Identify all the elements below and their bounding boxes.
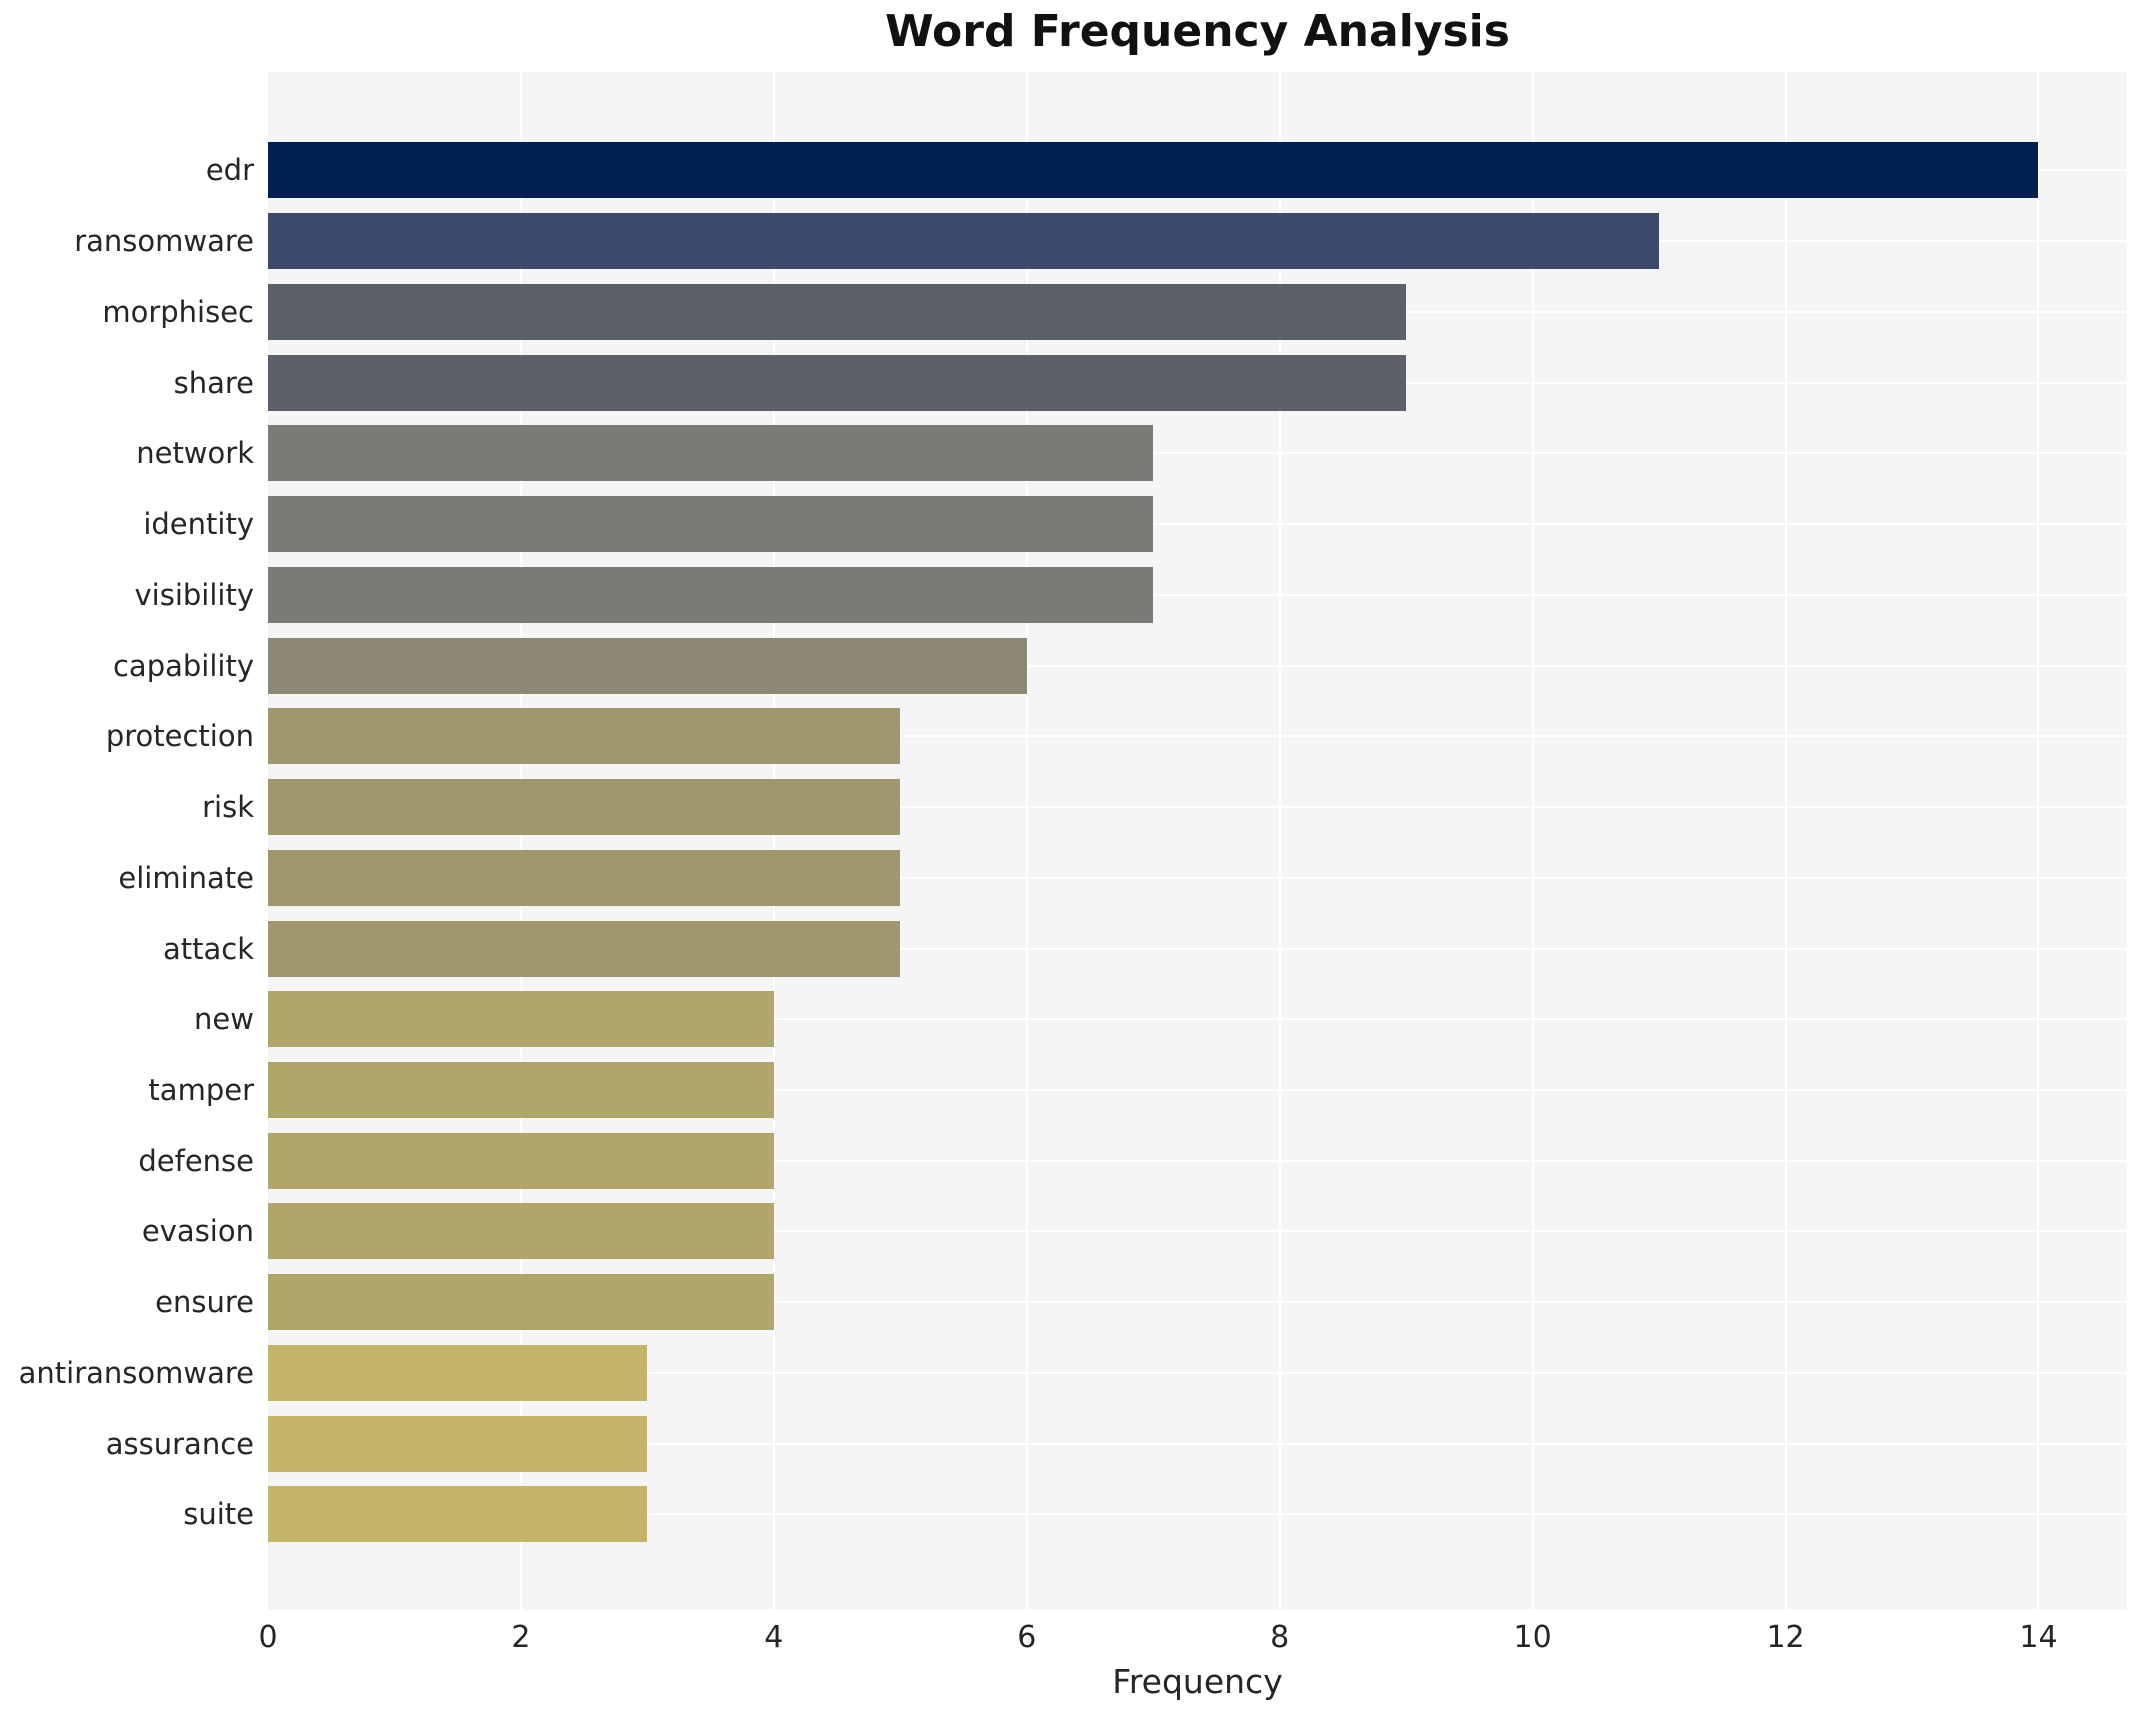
y-gridline: [268, 1230, 2127, 1233]
y-label-visibility: visibility: [134, 577, 255, 612]
x-gridline-2: [519, 72, 522, 1610]
bar-evasion: [268, 1203, 774, 1260]
bar-ensure: [268, 1274, 774, 1331]
bar-edr: [268, 142, 2039, 199]
x-tick-14: 14: [2019, 1620, 2058, 1655]
x-tick-0: 0: [258, 1620, 278, 1655]
y-gridline: [268, 664, 2127, 667]
y-gridline: [268, 806, 2127, 809]
y-label-ensure: ensure: [155, 1285, 254, 1320]
y-label-evasion: evasion: [141, 1214, 254, 1249]
bar-tamper: [268, 1061, 774, 1118]
y-gridline: [268, 1159, 2127, 1162]
bar-assurance: [268, 1415, 648, 1472]
x-tick-12: 12: [1766, 1620, 1805, 1655]
x-tick-6: 6: [1017, 1620, 1037, 1655]
y-label-defense: defense: [138, 1143, 254, 1178]
y-label-risk: risk: [202, 790, 254, 825]
x-gridline-12: [1784, 72, 1787, 1610]
bar-antiransomware: [268, 1344, 648, 1401]
y-gridline: [268, 1301, 2127, 1304]
bar-eliminate: [268, 849, 901, 906]
x-gridline-14: [2037, 72, 2040, 1610]
y-gridline: [268, 593, 2127, 596]
x-gridline-10: [1531, 72, 1534, 1610]
y-gridline: [268, 1088, 2127, 1091]
bar-protection: [268, 708, 901, 765]
bar-attack: [268, 920, 901, 977]
y-label-protection: protection: [105, 719, 254, 754]
x-tick-10: 10: [1513, 1620, 1552, 1655]
bar-new: [268, 991, 774, 1048]
y-label-antiransomware: antiransomware: [18, 1355, 254, 1390]
x-axis-label: Frequency: [1112, 1662, 1283, 1701]
bar-capability: [268, 637, 1027, 694]
y-gridline: [268, 523, 2127, 526]
bar-ransomware: [268, 213, 1660, 270]
y-gridline: [268, 452, 2127, 455]
y-label-assurance: assurance: [105, 1426, 254, 1461]
x-gridline-4: [772, 72, 775, 1610]
y-gridline: [268, 1371, 2127, 1374]
y-label-identity: identity: [143, 507, 254, 542]
bar-defense: [268, 1132, 774, 1189]
chart-title: Word Frequency Analysis: [885, 6, 1510, 57]
x-gridline-8: [1278, 72, 1281, 1610]
x-tick-2: 2: [511, 1620, 531, 1655]
x-tick-4: 4: [764, 1620, 784, 1655]
y-label-edr: edr: [205, 153, 254, 188]
plot-area: [268, 72, 2127, 1610]
y-gridline: [268, 1018, 2127, 1021]
y-label-tamper: tamper: [148, 1072, 254, 1107]
bar-morphisec: [268, 283, 1407, 340]
y-label-new: new: [194, 1002, 254, 1037]
bar-identity: [268, 496, 1154, 553]
bar-suite: [268, 1486, 648, 1543]
y-label-network: network: [136, 436, 254, 471]
y-label-suite: suite: [183, 1497, 254, 1532]
y-label-attack: attack: [162, 931, 254, 966]
bar-visibility: [268, 566, 1154, 623]
y-gridline: [268, 1442, 2127, 1445]
bar-risk: [268, 779, 901, 836]
bar-network: [268, 425, 1154, 482]
x-gridline-6: [1025, 72, 1028, 1610]
y-label-eliminate: eliminate: [118, 860, 254, 895]
y-label-capability: capability: [112, 648, 254, 683]
y-label-ransomware: ransomware: [74, 224, 254, 259]
y-gridline: [268, 735, 2127, 738]
y-gridline: [268, 947, 2127, 950]
y-gridline: [268, 876, 2127, 879]
y-label-morphisec: morphisec: [102, 294, 254, 329]
x-tick-8: 8: [1270, 1620, 1290, 1655]
bar-share: [268, 354, 1407, 411]
y-label-share: share: [173, 365, 254, 400]
y-gridline: [268, 1513, 2127, 1516]
